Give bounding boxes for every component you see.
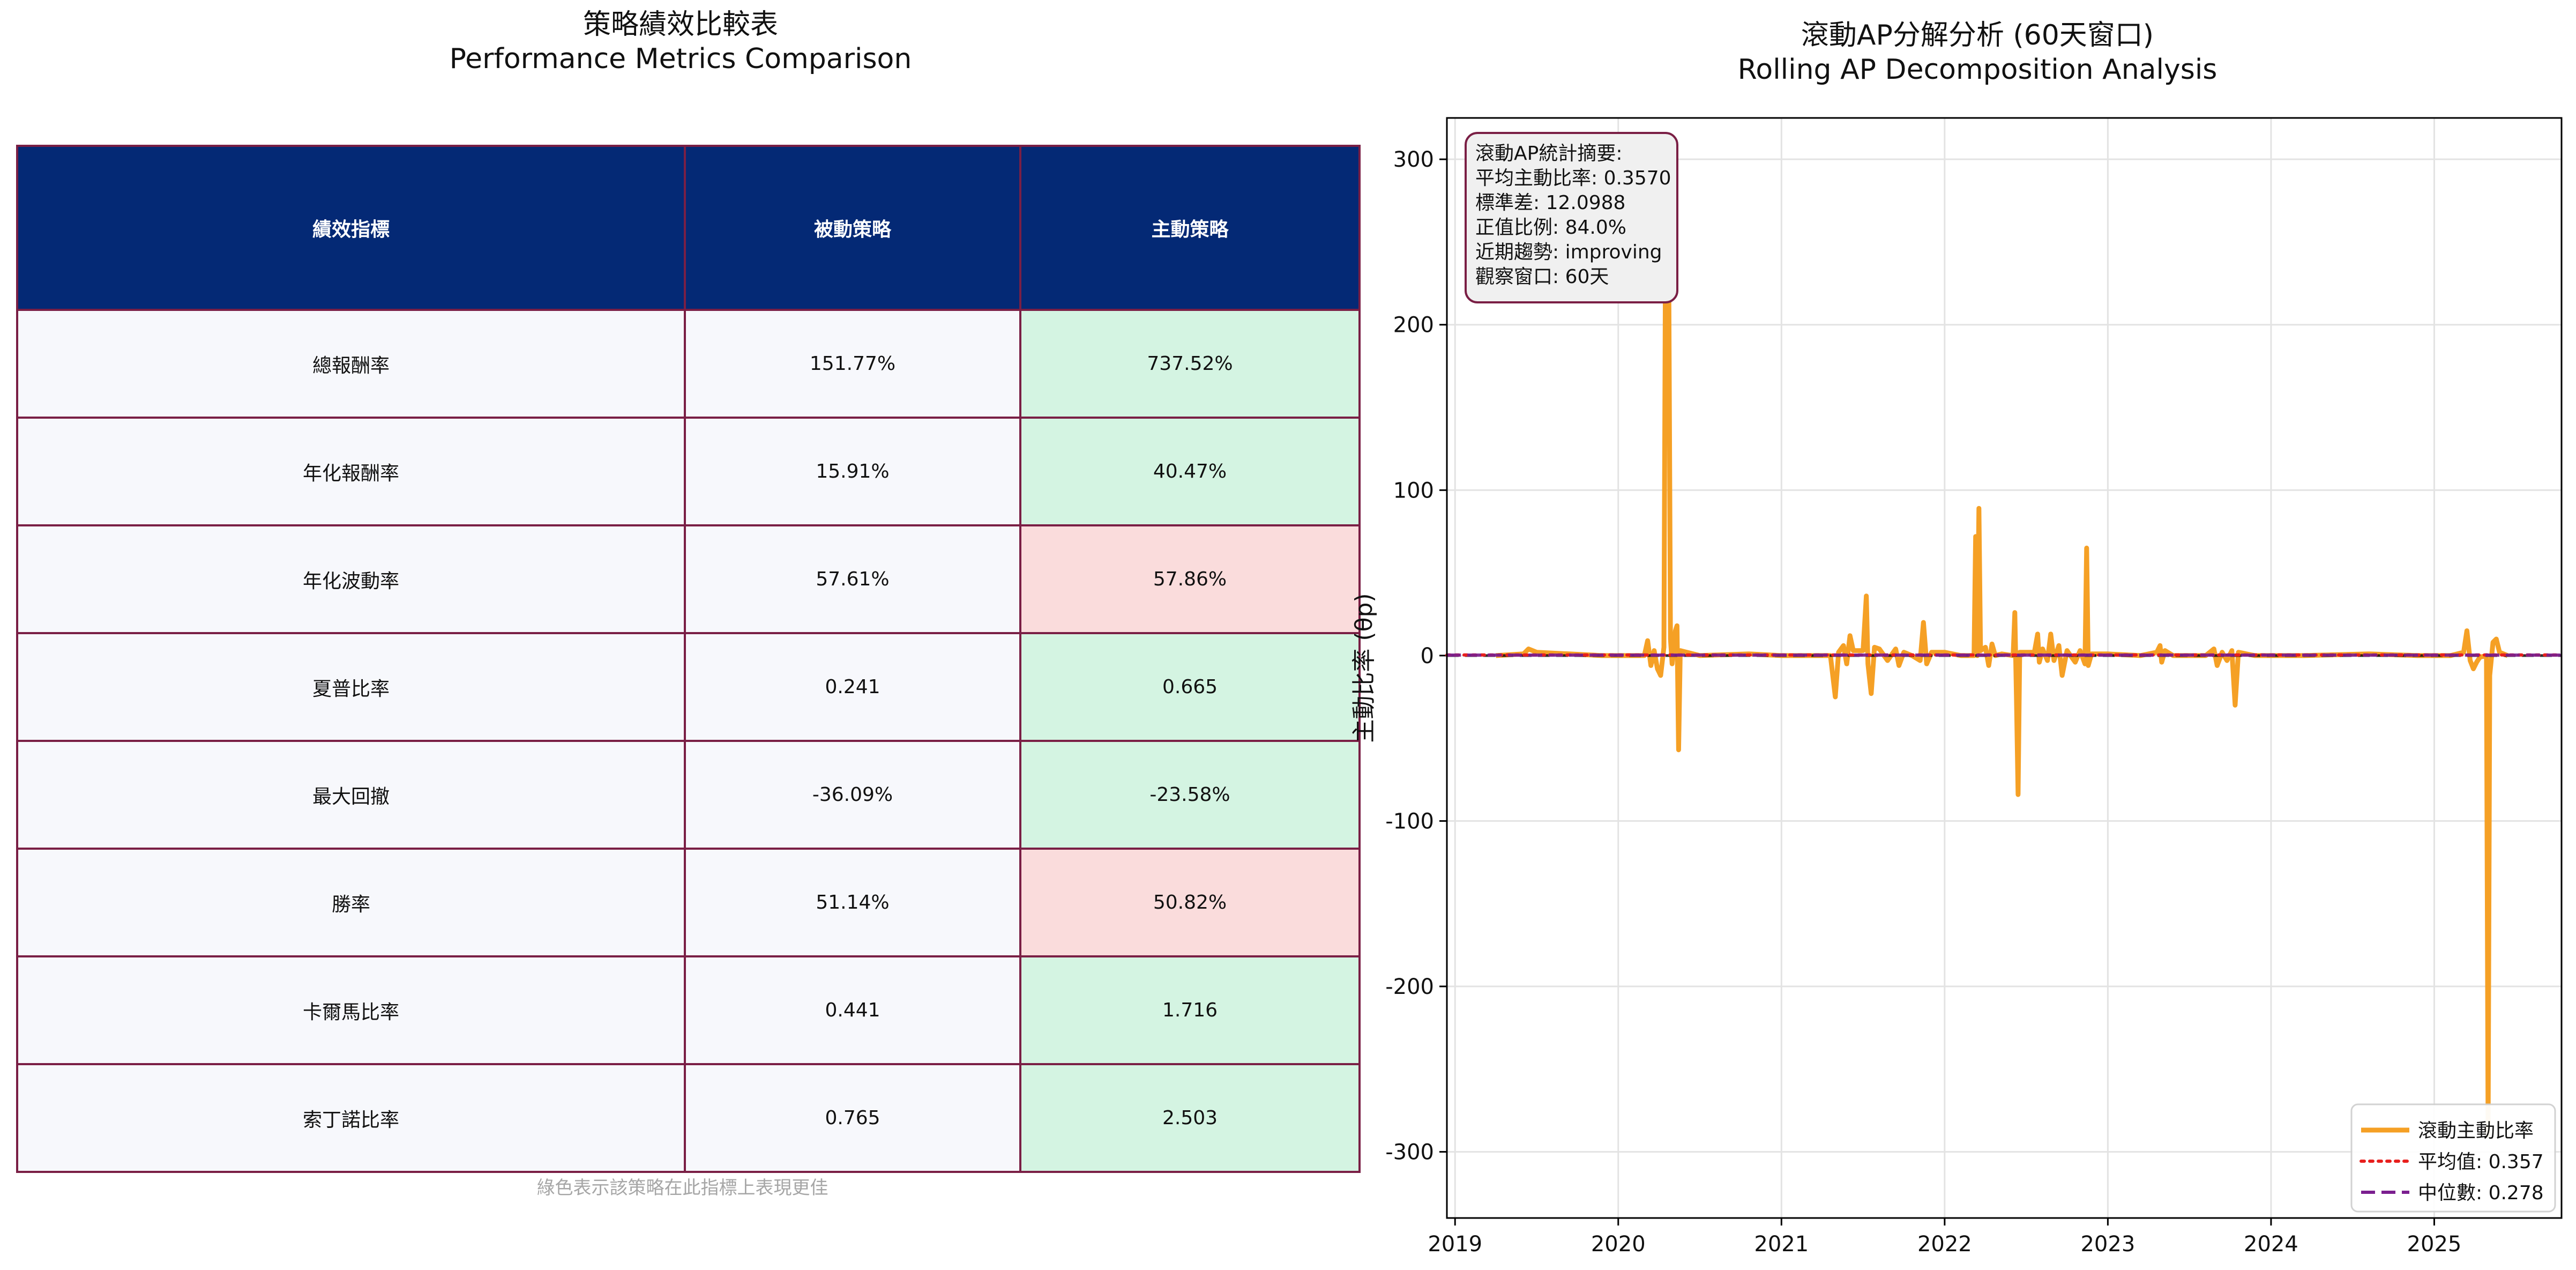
metric-cell: 夏普比率 bbox=[16, 632, 686, 742]
y-tick-label: -300 bbox=[1385, 1140, 1434, 1165]
table-row: 夏普比率 0.241 0.665 bbox=[16, 632, 1361, 742]
table-title-zh: 策略績效比較表 bbox=[583, 9, 778, 41]
active-value-cell: 1.716 bbox=[1019, 955, 1361, 1065]
metric-cell: 總報酬率 bbox=[16, 309, 686, 419]
plot-frame bbox=[1446, 117, 2563, 1219]
x-tick-label: 2020 bbox=[1591, 1232, 1646, 1257]
metric-cell: 勝率 bbox=[16, 848, 686, 957]
y-tick-label: 100 bbox=[1393, 478, 1434, 503]
passive-value-cell: 0.765 bbox=[684, 1063, 1021, 1173]
y-tick-label: -200 bbox=[1385, 975, 1434, 999]
table-header-row: 績效指標 被動策略 主動策略 bbox=[16, 145, 1361, 311]
x-tick-label: 2023 bbox=[2080, 1232, 2135, 1257]
header-active: 主動策略 bbox=[1019, 145, 1361, 311]
legend-label: 中位數: 0.278 bbox=[2418, 1182, 2544, 1204]
stats-line: 平均主動比率: 0.3570 bbox=[1475, 167, 1671, 189]
table-row: 卡爾馬比率 0.441 1.716 bbox=[16, 955, 1361, 1065]
y-axis-label: 主動比率 (θp) bbox=[1350, 593, 1378, 742]
chart-title: 滾動AP分解分析 (60天窗口) Rolling AP Decompositio… bbox=[1383, 18, 2572, 87]
table-row: 年化波動率 57.61% 57.86% bbox=[16, 524, 1361, 634]
stats-line: 標準差: 12.0988 bbox=[1475, 192, 1625, 214]
x-tick-label: 2021 bbox=[1754, 1232, 1809, 1257]
stats-line: 觀察窗口: 60天 bbox=[1475, 266, 1609, 288]
stats-box-frame bbox=[1465, 132, 1678, 303]
chart-title-en: Rolling AP Decomposition Analysis bbox=[1737, 54, 2217, 86]
table-row: 索丁諾比率 0.765 2.503 bbox=[16, 1063, 1361, 1173]
y-tick-label: 300 bbox=[1393, 147, 1434, 172]
stats-box: 滾動AP統計摘要:平均主動比率: 0.3570 標準差: 12.0988 正值比例:… bbox=[1465, 132, 1678, 303]
passive-value-cell: 0.441 bbox=[684, 955, 1021, 1065]
rolling-active-ratio-line bbox=[1496, 157, 2509, 1138]
active-value-cell: 50.82% bbox=[1019, 848, 1361, 957]
active-value-cell: 40.47% bbox=[1019, 417, 1361, 526]
header-passive: 被動策略 bbox=[684, 145, 1021, 311]
passive-value-cell: -36.09% bbox=[684, 740, 1021, 850]
x-tick-label: 2022 bbox=[1917, 1232, 1972, 1257]
metric-cell: 卡爾馬比率 bbox=[16, 955, 686, 1065]
table-row: 年化報酬率 15.91% 40.47% bbox=[16, 417, 1361, 526]
active-value-cell: 0.665 bbox=[1019, 632, 1361, 742]
active-value-cell: 57.86% bbox=[1019, 524, 1361, 634]
metrics-table: 績效指標 被動策略 主動策略 總報酬率 151.77% 737.52% 年化報酬率 15… bbox=[16, 145, 1361, 1173]
y-tick-label: 0 bbox=[1421, 644, 1434, 669]
passive-value-cell: 15.91% bbox=[684, 417, 1021, 526]
passive-value-cell: 51.14% bbox=[684, 848, 1021, 957]
passive-value-cell: 57.61% bbox=[684, 524, 1021, 634]
metric-cell: 年化報酬率 bbox=[16, 417, 686, 526]
x-tick-label: 2019 bbox=[1428, 1232, 1482, 1257]
table-title-en: Performance Metrics Comparison bbox=[449, 43, 912, 75]
y-tick-label: -100 bbox=[1385, 809, 1434, 834]
stats-line: 滾動AP統計摘要: bbox=[1475, 143, 1622, 165]
passive-value-cell: 0.241 bbox=[684, 632, 1021, 742]
chart-title-zh: 滾動AP分解分析 (60天窗口) bbox=[1801, 19, 2154, 51]
passive-value-cell: 151.77% bbox=[684, 309, 1021, 419]
table-note: 綠色表示該策略在此指標上表現更佳 bbox=[536, 1177, 828, 1199]
stats-line: 近期趨勢: improving bbox=[1475, 241, 1662, 263]
table-row: 勝率 51.14% 50.82% bbox=[16, 848, 1361, 957]
table-row: 最大回撤 -36.09% -23.58% bbox=[16, 740, 1361, 850]
active-value-cell: 2.503 bbox=[1019, 1063, 1361, 1173]
x-tick-label: 2024 bbox=[2244, 1232, 2298, 1257]
metric-cell: 索丁諾比率 bbox=[16, 1063, 686, 1173]
metric-cell: 年化波動率 bbox=[16, 524, 686, 634]
table-row: 總報酬率 151.77% 737.52% bbox=[16, 309, 1361, 419]
table-title: 策略績效比較表 Performance Metrics Comparison bbox=[0, 8, 1361, 76]
metric-cell: 最大回撤 bbox=[16, 740, 686, 850]
header-metric: 績效指標 bbox=[16, 145, 686, 311]
legend-label: 平均值: 0.357 bbox=[2418, 1151, 2544, 1173]
x-tick-label: 2025 bbox=[2407, 1232, 2462, 1257]
table-body: 總報酬率 151.77% 737.52% 年化報酬率 15.91% 40.47% 年化波動率… bbox=[16, 309, 1361, 1173]
active-value-cell: -23.58% bbox=[1019, 740, 1361, 850]
y-tick-label: 200 bbox=[1393, 313, 1434, 338]
legend-label: 滾動主動比率 bbox=[2418, 1120, 2534, 1142]
active-value-cell: 737.52% bbox=[1019, 309, 1361, 419]
stats-line: 正值比例: 84.0% bbox=[1475, 217, 1626, 239]
